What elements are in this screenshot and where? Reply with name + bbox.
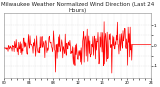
Title: Milwaukee Weather Normalized Wind Direction (Last 24 Hours): Milwaukee Weather Normalized Wind Direct… xyxy=(1,2,154,13)
